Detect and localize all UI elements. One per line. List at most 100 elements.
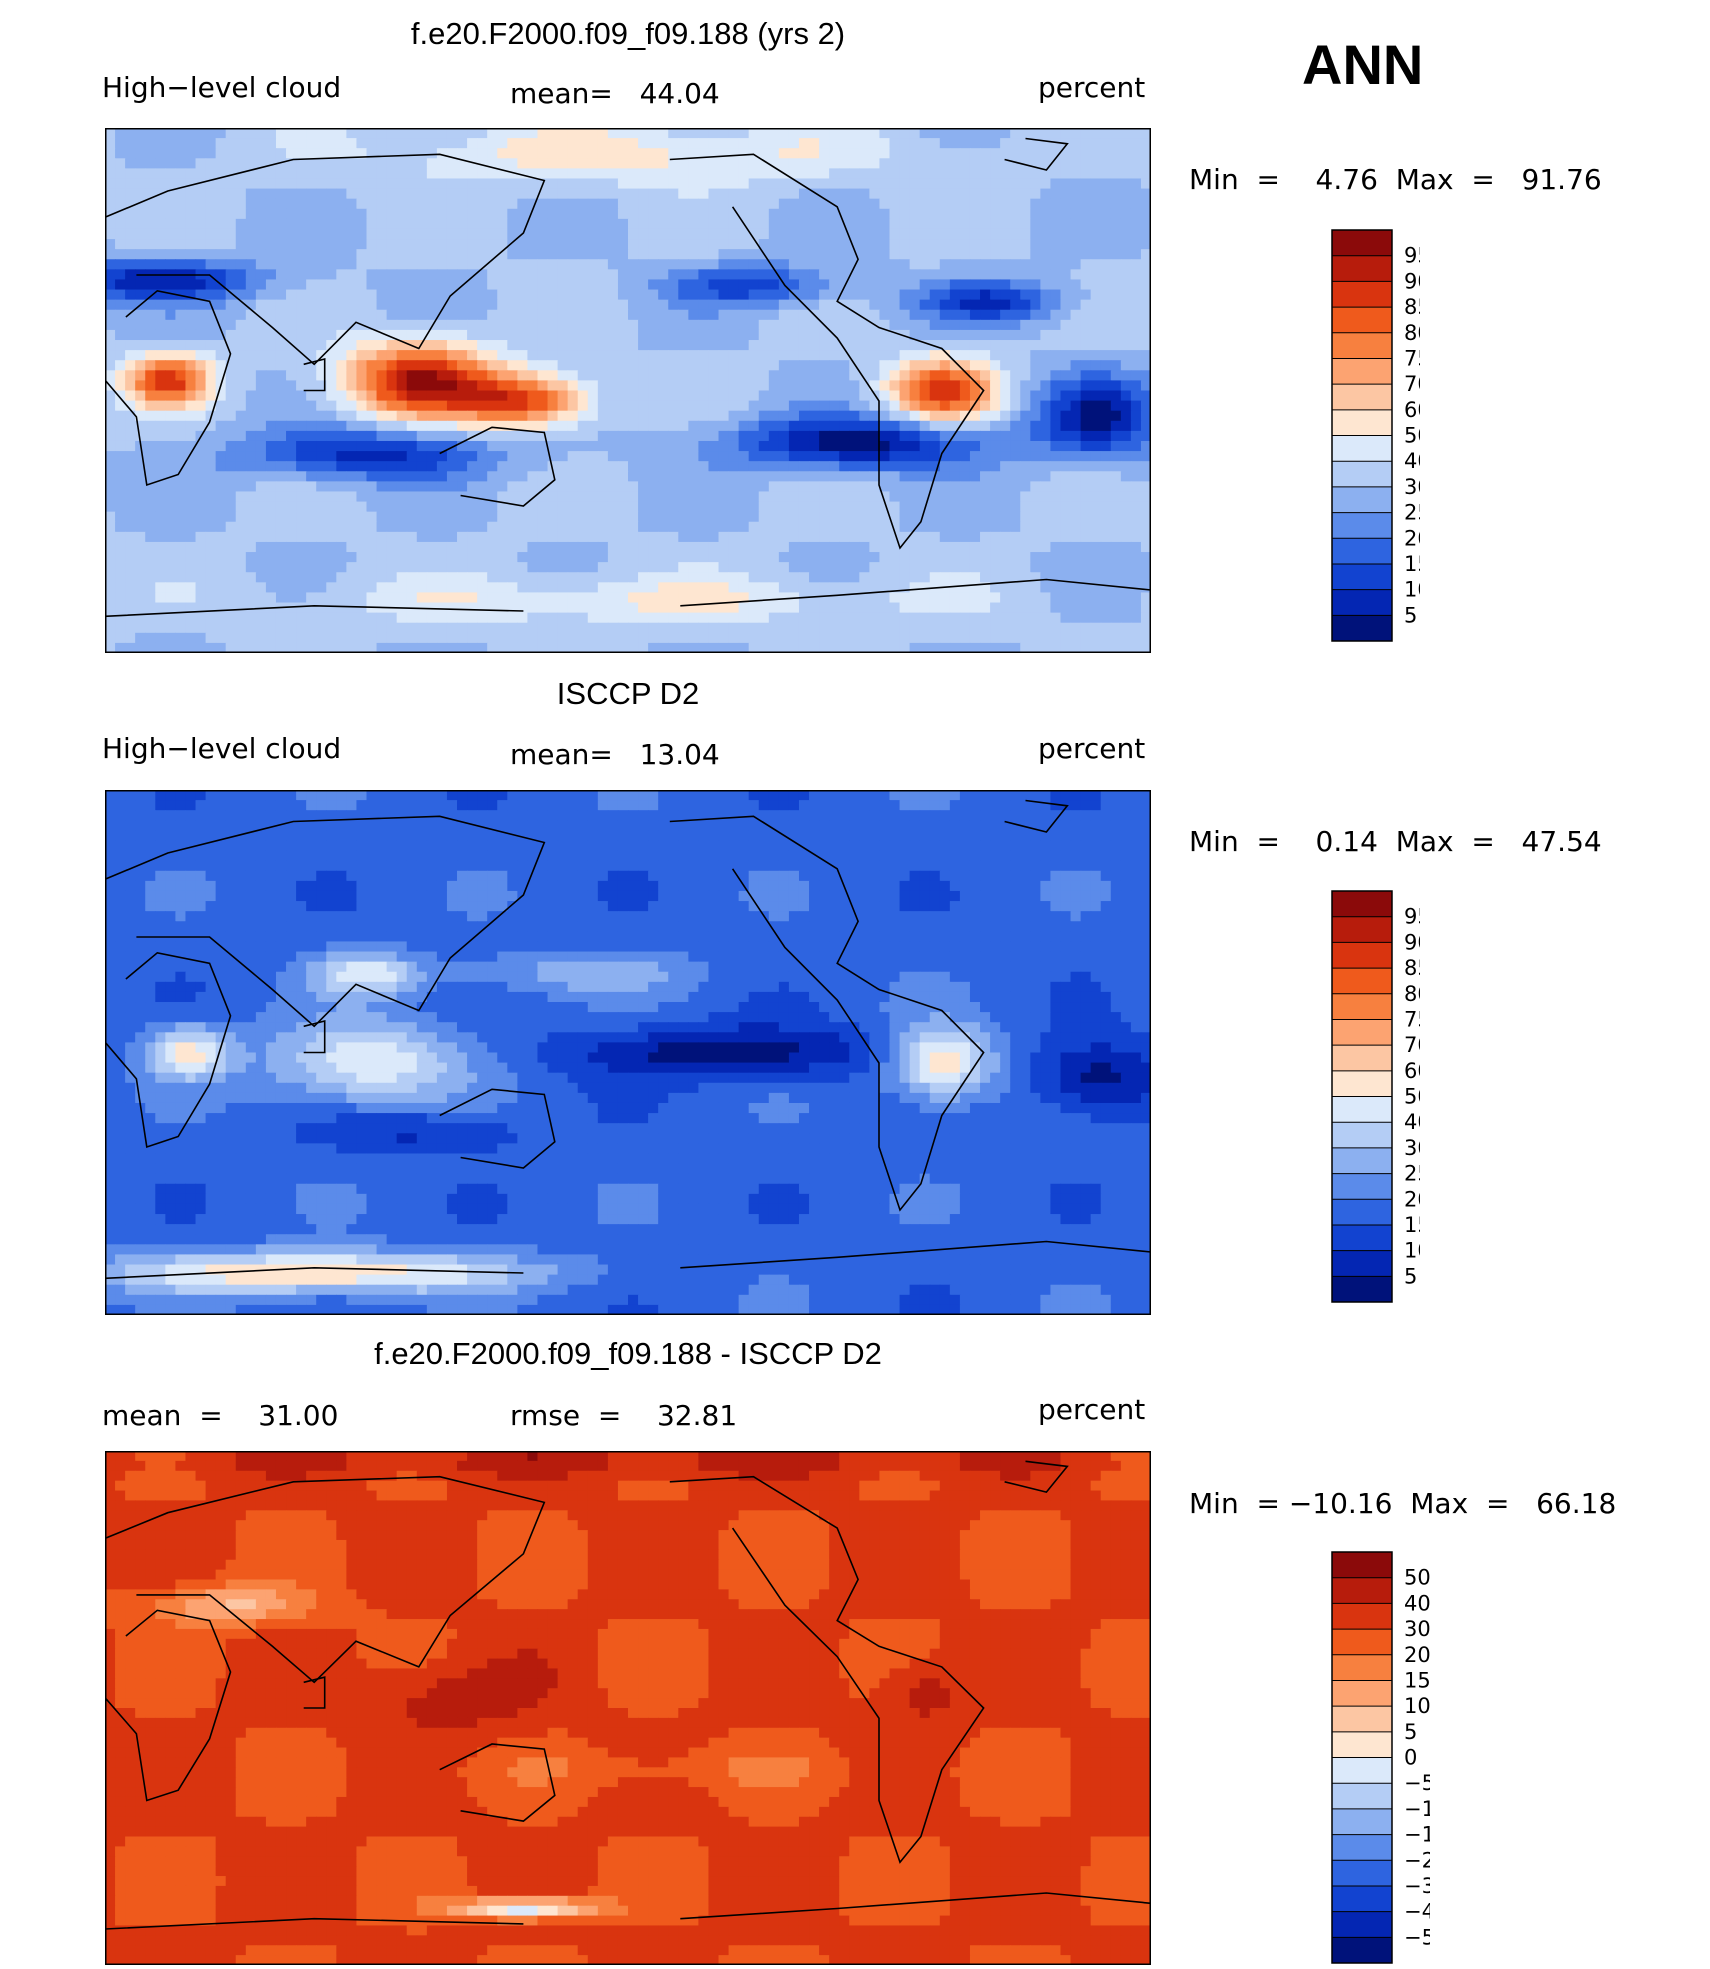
- colorbar-swatch: [1332, 1731, 1392, 1758]
- colorbar-swatch: [1332, 968, 1392, 995]
- coastline: [669, 1475, 985, 1864]
- panel2-units-label: percent: [1038, 732, 1146, 765]
- colorbar-tick-label: 90: [1404, 930, 1420, 954]
- colorbar-tick-label: −15: [1404, 1823, 1430, 1847]
- coastline: [439, 1743, 556, 1822]
- colorbar-swatch: [1332, 1834, 1392, 1861]
- colorbar-swatch: [1332, 384, 1392, 411]
- colorbar-swatch: [1332, 255, 1392, 282]
- colorbar-tick-label: 20: [1404, 526, 1420, 550]
- coastline: [303, 1676, 326, 1709]
- colorbar-tick-label: 5: [1404, 1264, 1417, 1288]
- colorbar-tick-label: 40: [1404, 1110, 1420, 1134]
- panel1-colorbar: 95908580757060504030252015105: [1331, 229, 1420, 642]
- coastline: [105, 1475, 546, 1684]
- colorbar-tick-label: −30: [1404, 1874, 1430, 1898]
- colorbar-tick-label: 20: [1404, 1187, 1420, 1211]
- colorbar-tick-label: 85: [1404, 295, 1420, 319]
- colorbar-tick-label: 5: [1404, 1720, 1417, 1744]
- colorbar-swatch: [1332, 435, 1392, 462]
- coastline: [1004, 137, 1069, 171]
- colorbar-swatch: [1332, 1070, 1392, 1097]
- panel1-minmax: Min = 4.76 Max = 91.76: [1189, 163, 1602, 196]
- map-frame: [105, 1451, 1151, 1965]
- colorbar-tick-label: 5: [1404, 603, 1417, 627]
- colorbar-tick-label: 25: [1404, 1162, 1420, 1186]
- coastline: [105, 1609, 232, 1802]
- colorbar-swatch: [1332, 1911, 1392, 1938]
- colorbar-swatch: [1332, 1224, 1392, 1252]
- colorbar-swatch: [1332, 538, 1392, 565]
- coastline: [439, 1088, 556, 1169]
- colorbar-tick-label: 50: [1404, 1566, 1430, 1590]
- colorbar-swatch: [1332, 615, 1392, 642]
- colorbar-swatch: [1332, 1250, 1392, 1277]
- panel3-minmax: Min = −10.16 Max = 66.18: [1189, 1487, 1617, 1520]
- coastline: [439, 426, 556, 507]
- coastline: [669, 815, 985, 1212]
- coastline: [1004, 799, 1069, 833]
- colorbar-tick-label: 80: [1404, 321, 1420, 345]
- panel1-variable-label: High−level cloud: [102, 71, 342, 104]
- colorbar-tick-label: −5: [1404, 1771, 1430, 1795]
- colorbar-swatch: [1332, 1680, 1392, 1707]
- panel3-units-label: percent: [1038, 1393, 1146, 1426]
- colorbar-swatch: [1332, 1885, 1392, 1913]
- coastline: [105, 815, 546, 1028]
- colorbar-tick-label: 10: [1404, 1239, 1420, 1263]
- colorbar-tick-label: −20: [1404, 1848, 1430, 1872]
- colorbar-tick-label: 50: [1404, 424, 1420, 448]
- panel2-map: [105, 790, 1151, 1315]
- map-frame: [105, 128, 1151, 653]
- colorbar-swatch: [1332, 1808, 1392, 1836]
- colorbar-tick-label: 60: [1404, 1059, 1420, 1083]
- colorbar-swatch: [1332, 1783, 1392, 1810]
- colorbar-tick-label: 80: [1404, 982, 1420, 1006]
- colorbar-tick-label: −40: [1404, 1900, 1430, 1924]
- colorbar-swatch: [1332, 1937, 1392, 1964]
- colorbar-swatch: [1332, 1654, 1392, 1681]
- colorbar-swatch: [1332, 409, 1392, 436]
- colorbar-swatch: [1332, 358, 1392, 385]
- panel2-variable-label: High−level cloud: [102, 732, 342, 765]
- colorbar-tick-label: 25: [1404, 501, 1420, 525]
- panel2-mean-label: mean= 13.04: [510, 738, 720, 771]
- colorbar-swatch: [1332, 589, 1392, 616]
- colorbar-swatch: [1332, 1552, 1392, 1579]
- colorbar-tick-label: 10: [1404, 1694, 1430, 1718]
- coastline: [303, 1019, 326, 1054]
- colorbar-swatch: [1332, 1629, 1392, 1656]
- panel2-colorbar: 95908580757060504030252015105: [1331, 890, 1420, 1303]
- colorbar-swatch: [1332, 1276, 1392, 1303]
- panel3-title: f.e20.F2000.f09_f09.188 - ISCCP D2: [374, 1336, 882, 1371]
- colorbar-tick-label: 50: [1404, 1085, 1420, 1109]
- colorbar-tick-label: 75: [1404, 1007, 1420, 1031]
- colorbar-swatch: [1332, 512, 1392, 539]
- coastline: [105, 153, 546, 366]
- panel3-map: [105, 1451, 1151, 1965]
- panel3-rmse-label: rmse = 32.81: [510, 1399, 738, 1432]
- colorbar-tick-label: 15: [1404, 1668, 1430, 1692]
- colorbar-swatch: [1332, 461, 1392, 488]
- colorbar-swatch: [1332, 1045, 1392, 1072]
- coastline: [105, 1240, 1151, 1315]
- colorbar-tick-label: 15: [1404, 1213, 1420, 1237]
- colorbar-swatch: [1332, 1577, 1392, 1604]
- season-label: ANN: [1302, 33, 1424, 96]
- colorbar-swatch: [1332, 1019, 1392, 1046]
- coastline: [105, 1892, 1151, 1965]
- coastline: [105, 289, 232, 487]
- colorbar-tick-label: 20: [1404, 1643, 1430, 1667]
- colorbar-tick-label: 70: [1404, 372, 1420, 396]
- colorbar-tick-label: 30: [1404, 1136, 1420, 1160]
- coastline: [669, 153, 985, 550]
- colorbar-swatch: [1332, 1173, 1392, 1200]
- panel1-title: f.e20.F2000.f09_f09.188 (yrs 2): [410, 16, 846, 51]
- colorbar-tick-label: 15: [1404, 552, 1420, 576]
- colorbar-tick-label: 75: [1404, 346, 1420, 370]
- colorbar-tick-label: 40: [1404, 1591, 1430, 1615]
- panel1-units-label: percent: [1038, 71, 1146, 104]
- colorbar-swatch: [1332, 486, 1392, 514]
- colorbar-tick-label: 30: [1404, 1617, 1430, 1641]
